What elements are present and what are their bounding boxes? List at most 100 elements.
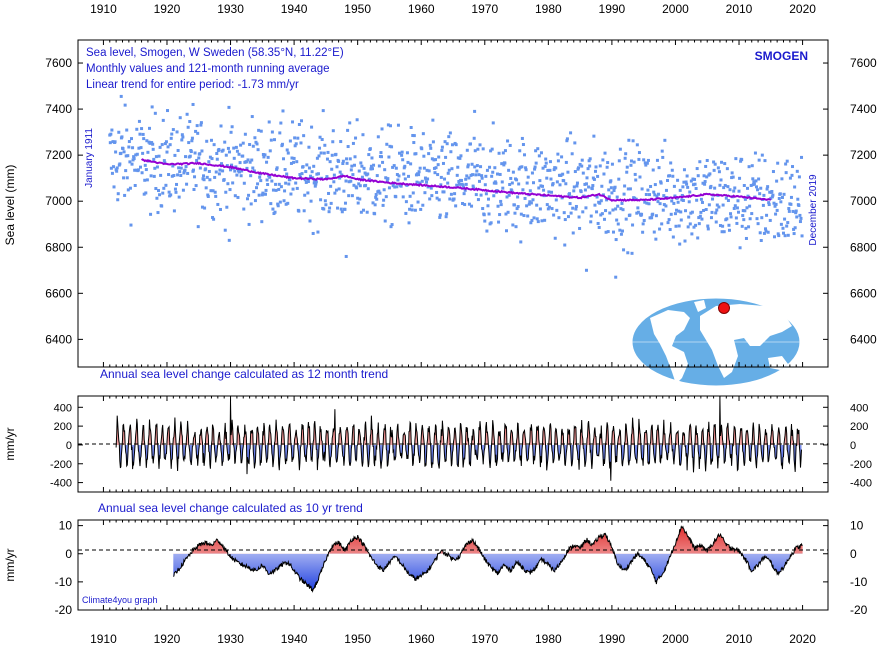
monthly-value-point: [673, 194, 677, 198]
monthly-value-point: [667, 218, 671, 222]
monthly-value-point: [141, 132, 145, 136]
monthly-value-point: [620, 201, 624, 205]
monthly-value-point: [597, 225, 601, 229]
monthly-value-point: [760, 153, 764, 157]
monthly-value-point: [332, 173, 336, 177]
monthly-value-point: [218, 168, 222, 172]
monthly-value-point: [500, 180, 504, 184]
monthly-value-point: [477, 179, 481, 183]
monthly-value-point: [358, 197, 362, 201]
monthly-value-point: [728, 188, 732, 192]
monthly-value-point: [288, 178, 292, 182]
annual-x-tick-marks: [102, 396, 804, 492]
monthly-value-point: [447, 168, 451, 172]
monthly-value-point: [445, 142, 449, 146]
monthly-value-point: [198, 152, 202, 156]
x-tick-label-top: 1920: [154, 2, 181, 16]
monthly-value-point: [423, 191, 427, 195]
monthly-value-point: [485, 168, 489, 172]
monthly-value-point: [552, 168, 556, 172]
monthly-value-point: [184, 155, 188, 159]
monthly-value-point: [564, 160, 568, 164]
monthly-value-point: [578, 162, 582, 166]
monthly-value-point: [697, 222, 701, 226]
monthly-value-point: [158, 145, 162, 149]
monthly-value-point: [405, 183, 409, 187]
monthly-value-point: [569, 211, 573, 215]
monthly-value-point: [691, 177, 695, 181]
monthly-value-point: [419, 207, 423, 211]
monthly-value-point: [745, 186, 749, 190]
monthly-value-point: [645, 201, 649, 205]
monthly-value-point: [279, 121, 283, 125]
monthly-value-point: [692, 225, 696, 229]
monthly-value-point: [206, 194, 210, 198]
monthly-value-point: [565, 139, 569, 143]
monthly-value-point: [387, 186, 391, 190]
monthly-value-point: [163, 142, 167, 146]
monthly-value-point: [525, 204, 529, 208]
monthly-value-point: [150, 141, 154, 145]
monthly-value-point: [556, 159, 560, 163]
monthly-value-point: [126, 154, 130, 158]
monthly-value-point: [185, 112, 189, 116]
monthly-value-point: [628, 187, 632, 191]
monthly-value-point: [651, 212, 655, 216]
monthly-value-point: [132, 155, 136, 159]
monthly-value-point: [408, 207, 412, 211]
monthly-value-point: [345, 157, 349, 161]
monthly-value-point: [637, 151, 641, 155]
monthly-value-point: [402, 166, 406, 170]
world-map-inset: [631, 297, 801, 387]
monthly-value-point: [283, 168, 287, 172]
monthly-value-point: [448, 131, 452, 135]
monthly-value-point: [587, 159, 591, 163]
monthly-value-point: [424, 177, 428, 181]
monthly-value-point: [328, 160, 332, 164]
monthly-value-point: [759, 186, 763, 190]
monthly-value-point: [221, 169, 225, 173]
monthly-value-point: [640, 187, 644, 191]
monthly-value-point: [478, 143, 482, 147]
start-date-label: January 1911: [84, 128, 95, 188]
monthly-value-point: [271, 188, 275, 192]
monthly-value-point: [737, 189, 741, 193]
monthly-value-point: [382, 198, 386, 202]
monthly-value-point: [442, 190, 446, 194]
monthly-value-point: [533, 165, 537, 169]
monthly-value-point: [399, 184, 403, 188]
monthly-value-point: [176, 148, 180, 152]
monthly-value-point: [172, 209, 176, 213]
monthly-value-point: [137, 146, 141, 150]
monthly-value-point: [499, 203, 503, 207]
monthly-value-point: [688, 222, 692, 226]
monthly-value-point: [636, 206, 640, 210]
monthly-value-point: [793, 226, 797, 230]
monthly-value-point: [340, 173, 344, 177]
monthly-value-point: [474, 193, 478, 197]
monthly-value-point: [116, 192, 120, 196]
monthly-value-point: [572, 189, 576, 193]
monthly-value-point: [541, 184, 545, 188]
monthly-value-point: [579, 190, 583, 194]
monthly-value-point: [568, 202, 572, 206]
monthly-value-point: [472, 136, 476, 140]
monthly-value-point: [792, 227, 796, 231]
monthly-value-point: [258, 175, 262, 179]
monthly-value-point: [277, 187, 281, 191]
monthly-value-point: [388, 144, 392, 148]
monthly-value-point: [200, 205, 204, 209]
monthly-value-point: [378, 191, 382, 195]
monthly-value-point: [510, 189, 514, 193]
monthly-value-point: [770, 195, 774, 199]
monthly-value-point: [680, 198, 684, 202]
monthly-value-point: [194, 184, 198, 188]
monthly-value-point: [662, 203, 666, 207]
monthly-value-point: [491, 170, 495, 174]
monthly-value-point: [609, 186, 613, 190]
monthly-value-point: [342, 189, 346, 193]
monthly-value-point: [207, 160, 211, 164]
monthly-value-point: [471, 184, 475, 188]
monthly-value-point: [447, 135, 451, 139]
monthly-value-point: [491, 121, 495, 125]
